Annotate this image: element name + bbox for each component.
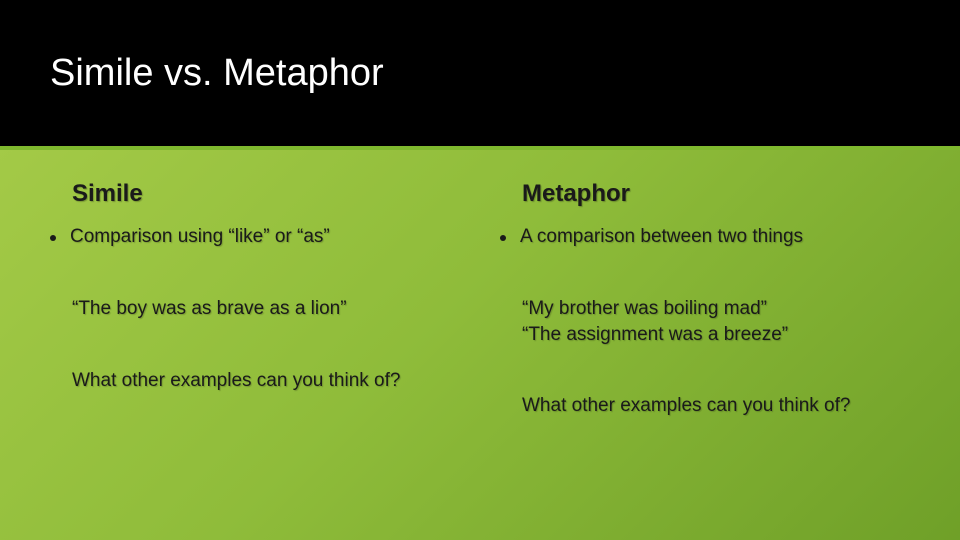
heading-simile: Simile bbox=[72, 180, 460, 208]
bullet-row: Comparison using “like” or “as” bbox=[50, 226, 460, 248]
header-band: Simile vs. Metaphor bbox=[0, 0, 960, 150]
simile-prompt: What other examples can you think of? bbox=[72, 370, 460, 392]
metaphor-example-line2: “The assignment was a breeze” bbox=[522, 322, 910, 348]
simile-example-line: “The boy was as brave as a lion” bbox=[72, 296, 460, 322]
simile-example: “The boy was as brave as a lion” bbox=[72, 296, 460, 322]
content-area: Simile Comparison using “like” or “as” “… bbox=[0, 150, 960, 417]
column-metaphor: Metaphor A comparison between two things… bbox=[500, 180, 910, 417]
slide-title: Simile vs. Metaphor bbox=[50, 52, 384, 95]
metaphor-prompt: What other examples can you think of? bbox=[522, 395, 910, 417]
bullet-icon bbox=[500, 235, 506, 241]
metaphor-definition: A comparison between two things bbox=[520, 226, 803, 248]
column-simile: Simile Comparison using “like” or “as” “… bbox=[50, 180, 460, 417]
bullet-icon bbox=[50, 235, 56, 241]
simile-definition: Comparison using “like” or “as” bbox=[70, 226, 330, 248]
metaphor-example-line1: “My brother was boiling mad” bbox=[522, 296, 910, 322]
heading-metaphor: Metaphor bbox=[522, 180, 910, 208]
metaphor-example: “My brother was boiling mad” “The assign… bbox=[522, 296, 910, 347]
bullet-row: A comparison between two things bbox=[500, 226, 910, 248]
